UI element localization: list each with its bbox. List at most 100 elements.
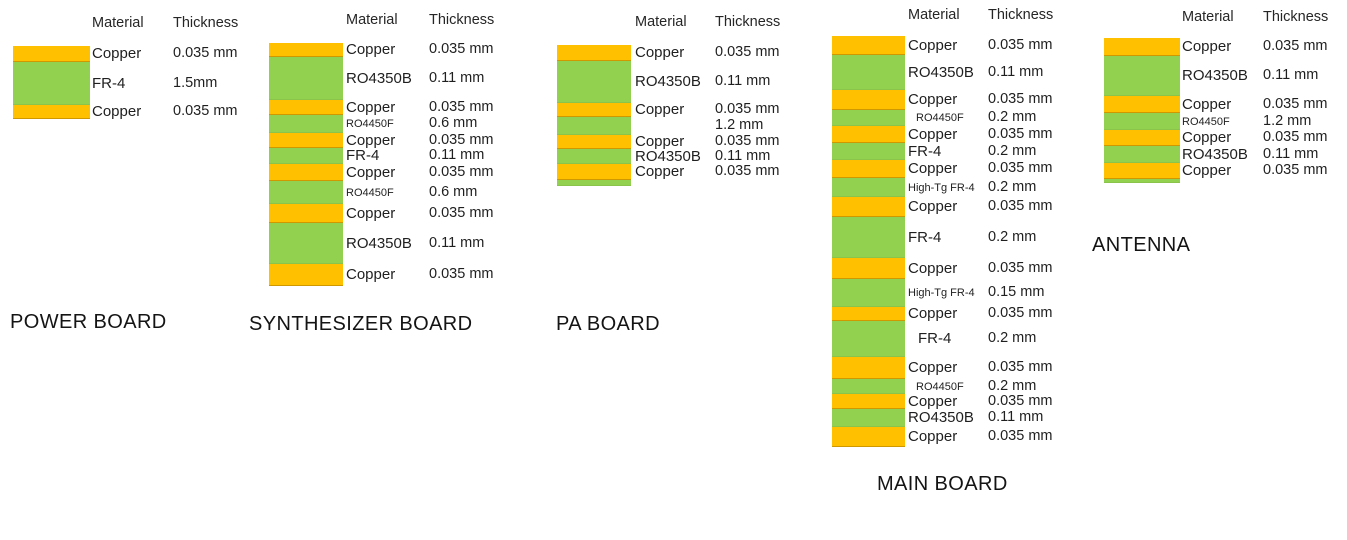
- thickness-label: 0.2 mm: [988, 142, 1037, 159]
- material-label: RO4350B: [908, 408, 974, 426]
- thickness-column-header: Thickness: [1263, 9, 1329, 25]
- synthesizer-board-layer-2-dielectric: [269, 57, 343, 100]
- thickness-label: 0.035 mm: [429, 266, 494, 283]
- material-label: Copper: [908, 125, 958, 143]
- material-label: Copper: [908, 197, 958, 215]
- thickness-label: 1.2 mm: [715, 117, 764, 134]
- main-board-layer-7-copper: [832, 160, 905, 178]
- thickness-label: 0.035 mm: [1263, 38, 1328, 55]
- thickness-label: 1.5mm: [173, 74, 218, 91]
- material-label: Copper: [635, 132, 685, 150]
- material-label: RO4350B: [1182, 145, 1248, 163]
- board-title: SYNTHESIZER BOARD: [249, 313, 473, 335]
- thickness-label: 0.035 mm: [429, 41, 494, 58]
- thickness-label: 0.035 mm: [988, 359, 1053, 376]
- main-board-layer-18-dielectric: [832, 409, 905, 427]
- thickness-label: 0.11 mm: [429, 234, 485, 251]
- thickness-label: 0.6 mm: [429, 115, 478, 132]
- power-board-layer-2-dielectric: [13, 62, 90, 105]
- thickness-label: 0.035 mm: [715, 163, 780, 180]
- thickness-label: 0.2 mm: [988, 377, 1037, 394]
- thickness-label: 0.035 mm: [715, 133, 780, 150]
- material-label: Copper: [1182, 161, 1232, 179]
- thickness-label: 0.11 mm: [988, 409, 1044, 426]
- synthesizer-board-layer-10-dielectric: [269, 223, 343, 264]
- antenna-layer-2-dielectric: [1104, 56, 1180, 96]
- material-label: Copper: [908, 90, 958, 108]
- pa-board-layer-1-copper: [557, 45, 631, 61]
- material-label: Copper: [635, 43, 685, 61]
- material-label: High-Tg FR-4: [908, 286, 975, 299]
- thickness-label: 0.035 mm: [988, 198, 1053, 215]
- thickness-label: 0.15 mm: [988, 284, 1045, 301]
- thickness-column-header: Thickness: [988, 7, 1054, 23]
- power-board-stackup: [13, 46, 90, 119]
- pa-board-layer-5-copper: [557, 135, 631, 149]
- material-label: Copper: [346, 98, 396, 116]
- power-board-layer-3-copper: [13, 105, 90, 119]
- material-label: FR-4: [908, 142, 942, 160]
- thickness-label: 0.11 mm: [715, 73, 771, 90]
- material-label: RO4450F: [916, 380, 964, 393]
- thickness-label: 0.035 mm: [715, 101, 780, 118]
- material-label: Copper: [908, 392, 958, 410]
- board-title: POWER BOARD: [10, 311, 167, 333]
- material-label: RO4350B: [346, 69, 412, 87]
- material-label: Copper: [346, 204, 396, 222]
- material-label: Copper: [908, 259, 958, 277]
- material-label: Copper: [908, 358, 958, 376]
- synthesizer-board-layer-11-copper: [269, 264, 343, 286]
- synthesizer-board-layer-4-dielectric: [269, 115, 343, 133]
- main-board-layer-2-dielectric: [832, 55, 905, 90]
- antenna-layer-1-copper: [1104, 38, 1180, 56]
- main-board-stackup: [832, 36, 905, 447]
- power-board-layer-1-copper: [13, 46, 90, 62]
- material-column-header: Material: [908, 7, 960, 23]
- thickness-label: 0.035 mm: [429, 131, 494, 148]
- main-board-layer-4-dielectric: [832, 110, 905, 126]
- synthesizer-board-layer-5-copper: [269, 133, 343, 148]
- material-label: Copper: [908, 36, 958, 54]
- thickness-column-header: Thickness: [715, 14, 781, 30]
- material-label: RO4450F: [346, 117, 394, 130]
- thickness-label: 0.035 mm: [988, 428, 1053, 445]
- board-title: MAIN BOARD: [877, 473, 1008, 495]
- thickness-label: 0.035 mm: [988, 160, 1053, 177]
- thickness-label: 0.2 mm: [988, 178, 1037, 195]
- material-label: RO4350B: [635, 147, 701, 165]
- main-board-layer-13-copper: [832, 307, 905, 321]
- thickness-label: 0.035 mm: [988, 36, 1053, 53]
- material-label: RO4450F: [346, 186, 394, 199]
- board-title: ANTENNA: [1092, 234, 1191, 256]
- material-label: Copper: [92, 102, 142, 120]
- material-label: Copper: [908, 427, 958, 445]
- thickness-label: 0.2 mm: [988, 228, 1037, 245]
- material-label: RO4350B: [346, 234, 412, 252]
- synthesizer-board-stackup: [269, 43, 343, 286]
- material-label: Copper: [1182, 95, 1232, 113]
- main-board-layer-9-copper: [832, 197, 905, 217]
- thickness-label: 1.2 mm: [1263, 112, 1312, 129]
- pa-board-layer-6-dielectric: [557, 149, 631, 164]
- material-label: FR-4: [908, 228, 942, 246]
- thickness-label: 0.11 mm: [715, 147, 771, 164]
- thickness-label: 0.11 mm: [988, 63, 1044, 80]
- material-label: Copper: [635, 100, 685, 118]
- pa-board-layer-3-copper: [557, 103, 631, 117]
- material-label: Copper: [908, 304, 958, 322]
- thickness-label: 0.2 mm: [988, 330, 1037, 347]
- main-board-layer-14-dielectric: [832, 321, 905, 357]
- thickness-label: 0.6 mm: [429, 183, 478, 200]
- material-label: RO4350B: [908, 63, 974, 81]
- antenna-layer-3-copper: [1104, 96, 1180, 113]
- main-board-layer-17-copper: [832, 394, 905, 409]
- material-label: Copper: [1182, 128, 1232, 146]
- main-board-layer-12-dielectric: [832, 279, 905, 307]
- material-label: RO4450F: [916, 111, 964, 124]
- antenna-layer-6-dielectric: [1104, 146, 1180, 163]
- thickness-label: 0.11 mm: [1263, 145, 1319, 162]
- material-label: RO4350B: [1182, 66, 1248, 84]
- pa-board-layer-4-dielectric: [557, 117, 631, 135]
